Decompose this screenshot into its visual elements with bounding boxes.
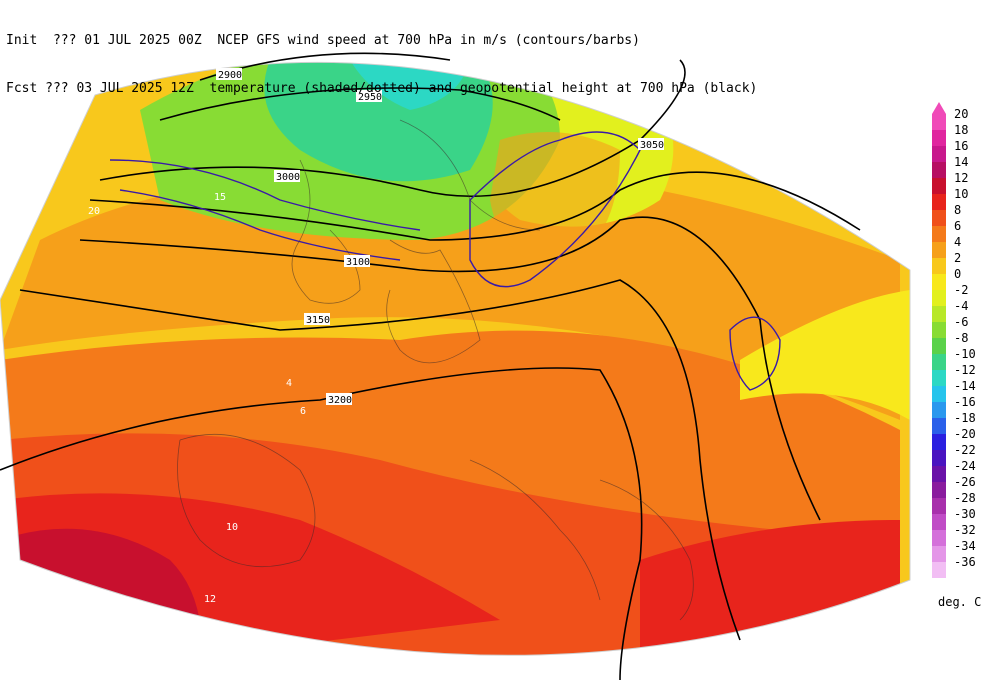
wind-contour-15 [109, 159, 421, 231]
legend-label: -16 [954, 395, 976, 409]
legend-units: deg. C [938, 595, 982, 609]
legend-label: -28 [954, 491, 976, 505]
legend-swatch [932, 466, 946, 482]
height-contour-3050 [89, 171, 861, 241]
legend-label: 18 [954, 123, 968, 137]
height-contour-2950 [159, 87, 561, 121]
legend-label: -8 [954, 331, 968, 345]
legend-label: -6 [954, 315, 968, 329]
height-label-3050: 3050 [640, 140, 664, 151]
legend-label: 10 [954, 187, 968, 201]
legend-label: -10 [954, 347, 976, 361]
legend-label: 0 [954, 267, 961, 281]
legend-label: -30 [954, 507, 976, 521]
height-label-2950: 2950 [358, 92, 382, 103]
legend-label: -18 [954, 411, 976, 425]
legend-swatch [932, 178, 946, 194]
temp-label-0: 0 [738, 120, 744, 131]
legend-swatch [932, 210, 946, 226]
legend-swatch [932, 130, 946, 146]
height-label-3200: 3200 [328, 395, 352, 406]
legend-swatch [932, 322, 946, 338]
legend-swatch [932, 162, 946, 178]
legend-label: -2 [954, 283, 968, 297]
legend-swatch [932, 450, 946, 466]
forecast-line: Fcst ??? 03 JUL 2025 12Z temperature (sh… [6, 81, 758, 96]
legend-label: -4 [954, 299, 968, 313]
height-contour-3200 [0, 367, 643, 680]
wind-contour-15-east [469, 131, 641, 288]
legend-swatch [932, 418, 946, 434]
temp-label-12: 12 [204, 594, 216, 605]
legend-label: 4 [954, 235, 961, 249]
legend-swatch [932, 482, 946, 498]
geopotential-height-contours [0, 52, 861, 680]
legend-label: 6 [954, 219, 961, 233]
legend-label: -24 [954, 459, 976, 473]
legend-swatch [932, 402, 946, 418]
temp-label-6: 6 [300, 406, 306, 417]
legend-swatch [932, 514, 946, 530]
legend-swatch [932, 114, 946, 130]
wind-contour-15-southeast [729, 316, 781, 391]
height-label-3100: 3100 [346, 257, 370, 268]
legend-label: -32 [954, 523, 976, 537]
legend-swatch [932, 306, 946, 322]
temperature-labels: 0 4 6 10 12 [204, 120, 744, 605]
legend-swatch [932, 194, 946, 210]
height-contour-3100 [79, 216, 821, 521]
legend-label: -12 [954, 363, 976, 377]
temp-label-4: 4 [286, 378, 292, 389]
legend-swatch [932, 274, 946, 290]
map-header: Init ??? 01 JUL 2025 00Z NCEP GFS wind s… [6, 1, 757, 113]
height-label-2900: 2900 [218, 70, 242, 81]
legend-swatch [932, 370, 946, 386]
height-contour-3150 [19, 279, 741, 641]
legend-swatch [932, 546, 946, 562]
height-contour-labels: 2900 2950 3000 3050 3100 3150 3200 [216, 68, 664, 406]
height-label-3150: 3150 [306, 315, 330, 326]
legend-swatch [932, 146, 946, 162]
legend-label: 8 [954, 203, 961, 217]
legend-swatch [932, 562, 946, 578]
legend-label: 12 [954, 171, 968, 185]
legend-swatch [932, 530, 946, 546]
legend-label: -34 [954, 539, 976, 553]
legend-swatch [932, 434, 946, 450]
wind-speed-labels: 15 20 [88, 192, 226, 217]
legend-arrow-tip [932, 102, 946, 114]
legend-swatch [932, 386, 946, 402]
legend-swatch [932, 226, 946, 242]
legend-swatch [932, 258, 946, 274]
legend-label: 16 [954, 139, 968, 153]
legend-label: -14 [954, 379, 976, 393]
legend-label: 20 [954, 107, 968, 121]
temperature-color-legend: 20181614121086420-2-4-6-8-10-12-14-16-18… [932, 102, 976, 578]
wind-label-20: 20 [88, 206, 100, 217]
legend-swatch [932, 338, 946, 354]
legend-swatch [932, 354, 946, 370]
wind-speed-contours [109, 131, 781, 391]
legend-label: 2 [954, 251, 961, 265]
legend-swatch [932, 498, 946, 514]
legend-swatch [932, 290, 946, 306]
wind-contour-20 [119, 189, 401, 261]
height-label-3000: 3000 [276, 172, 300, 183]
coastlines [177, 119, 694, 621]
legend-label: -20 [954, 427, 976, 441]
legend-label: 14 [954, 155, 968, 169]
legend-swatch [932, 242, 946, 258]
temp-label-10: 10 [226, 522, 238, 533]
wind-label-15: 15 [214, 192, 226, 203]
legend-label: -26 [954, 475, 976, 489]
height-contour-3000 [99, 59, 686, 198]
legend-label: -36 [954, 555, 976, 569]
init-line: Init ??? 01 JUL 2025 00Z NCEP GFS wind s… [6, 33, 640, 48]
legend-label: -22 [954, 443, 976, 457]
